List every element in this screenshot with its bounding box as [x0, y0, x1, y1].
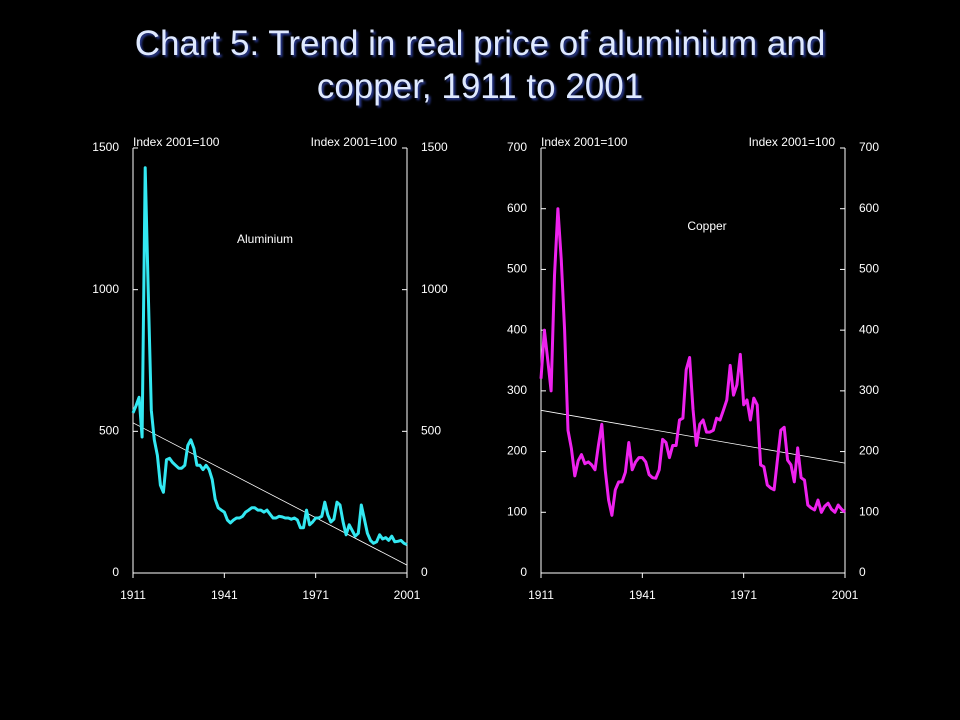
y-tick-label: 0 [112, 565, 119, 579]
x-tick-label: 1971 [730, 588, 757, 602]
y2-tick-label: 0 [421, 565, 428, 579]
y2-tick-label: 1500 [421, 140, 448, 154]
y2-tick-label: 1000 [421, 282, 448, 296]
y-tick-label: 700 [507, 140, 527, 154]
y2-tick-label: 500 [421, 424, 441, 438]
x-tick-label: 2001 [832, 588, 859, 602]
y-tick-label: 200 [507, 444, 527, 458]
series-annotation: Aluminium [237, 232, 293, 246]
slide-title: Chart 5: Trend in real price of aluminiu… [134, 24, 826, 106]
y2-tick-label: 100 [859, 504, 879, 518]
y-tick-label: 500 [99, 424, 119, 438]
x-tick-label: 1941 [629, 588, 656, 602]
data-line [539, 207, 846, 517]
y2-tick-label: 400 [859, 322, 879, 336]
x-tick-label: 1941 [211, 588, 238, 602]
y-tick-label: 400 [507, 322, 527, 336]
y2-tick-label: 200 [859, 444, 879, 458]
y-tick-label: 0 [520, 565, 527, 579]
x-tick-label: 2001 [394, 588, 421, 602]
y-tick-label: 300 [507, 383, 527, 397]
y-axis-label: Index 2001=100 [133, 135, 220, 149]
data-line [131, 166, 408, 547]
y-axis-label: Index 2001=100 [541, 135, 628, 149]
y-tick-label: 500 [507, 262, 527, 276]
y2-tick-label: 600 [859, 201, 879, 215]
y2-axis-label: Index 2001=100 [749, 135, 836, 149]
y2-tick-label: 0 [859, 565, 866, 579]
y-tick-label: 100 [507, 504, 527, 518]
trend-line [132, 422, 408, 566]
y2-tick-label: 700 [859, 140, 879, 154]
y2-axis-label: Index 2001=100 [311, 135, 398, 149]
trend-line [540, 409, 846, 464]
y-tick-label: 600 [507, 201, 527, 215]
x-tick-label: 1911 [120, 588, 146, 602]
y-tick-label: 1000 [92, 282, 119, 296]
y2-tick-label: 500 [859, 262, 879, 276]
series-annotation: Copper [687, 219, 726, 233]
x-tick-label: 1911 [528, 588, 554, 602]
y2-tick-label: 300 [859, 383, 879, 397]
x-tick-label: 1971 [302, 588, 329, 602]
y-tick-label: 1500 [92, 140, 119, 154]
